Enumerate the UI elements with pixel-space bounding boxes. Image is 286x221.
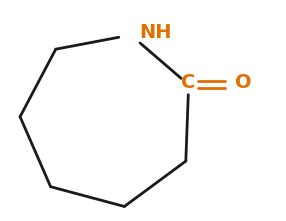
Text: O: O	[235, 73, 252, 92]
Text: NH: NH	[139, 23, 171, 42]
Text: C: C	[182, 73, 196, 92]
